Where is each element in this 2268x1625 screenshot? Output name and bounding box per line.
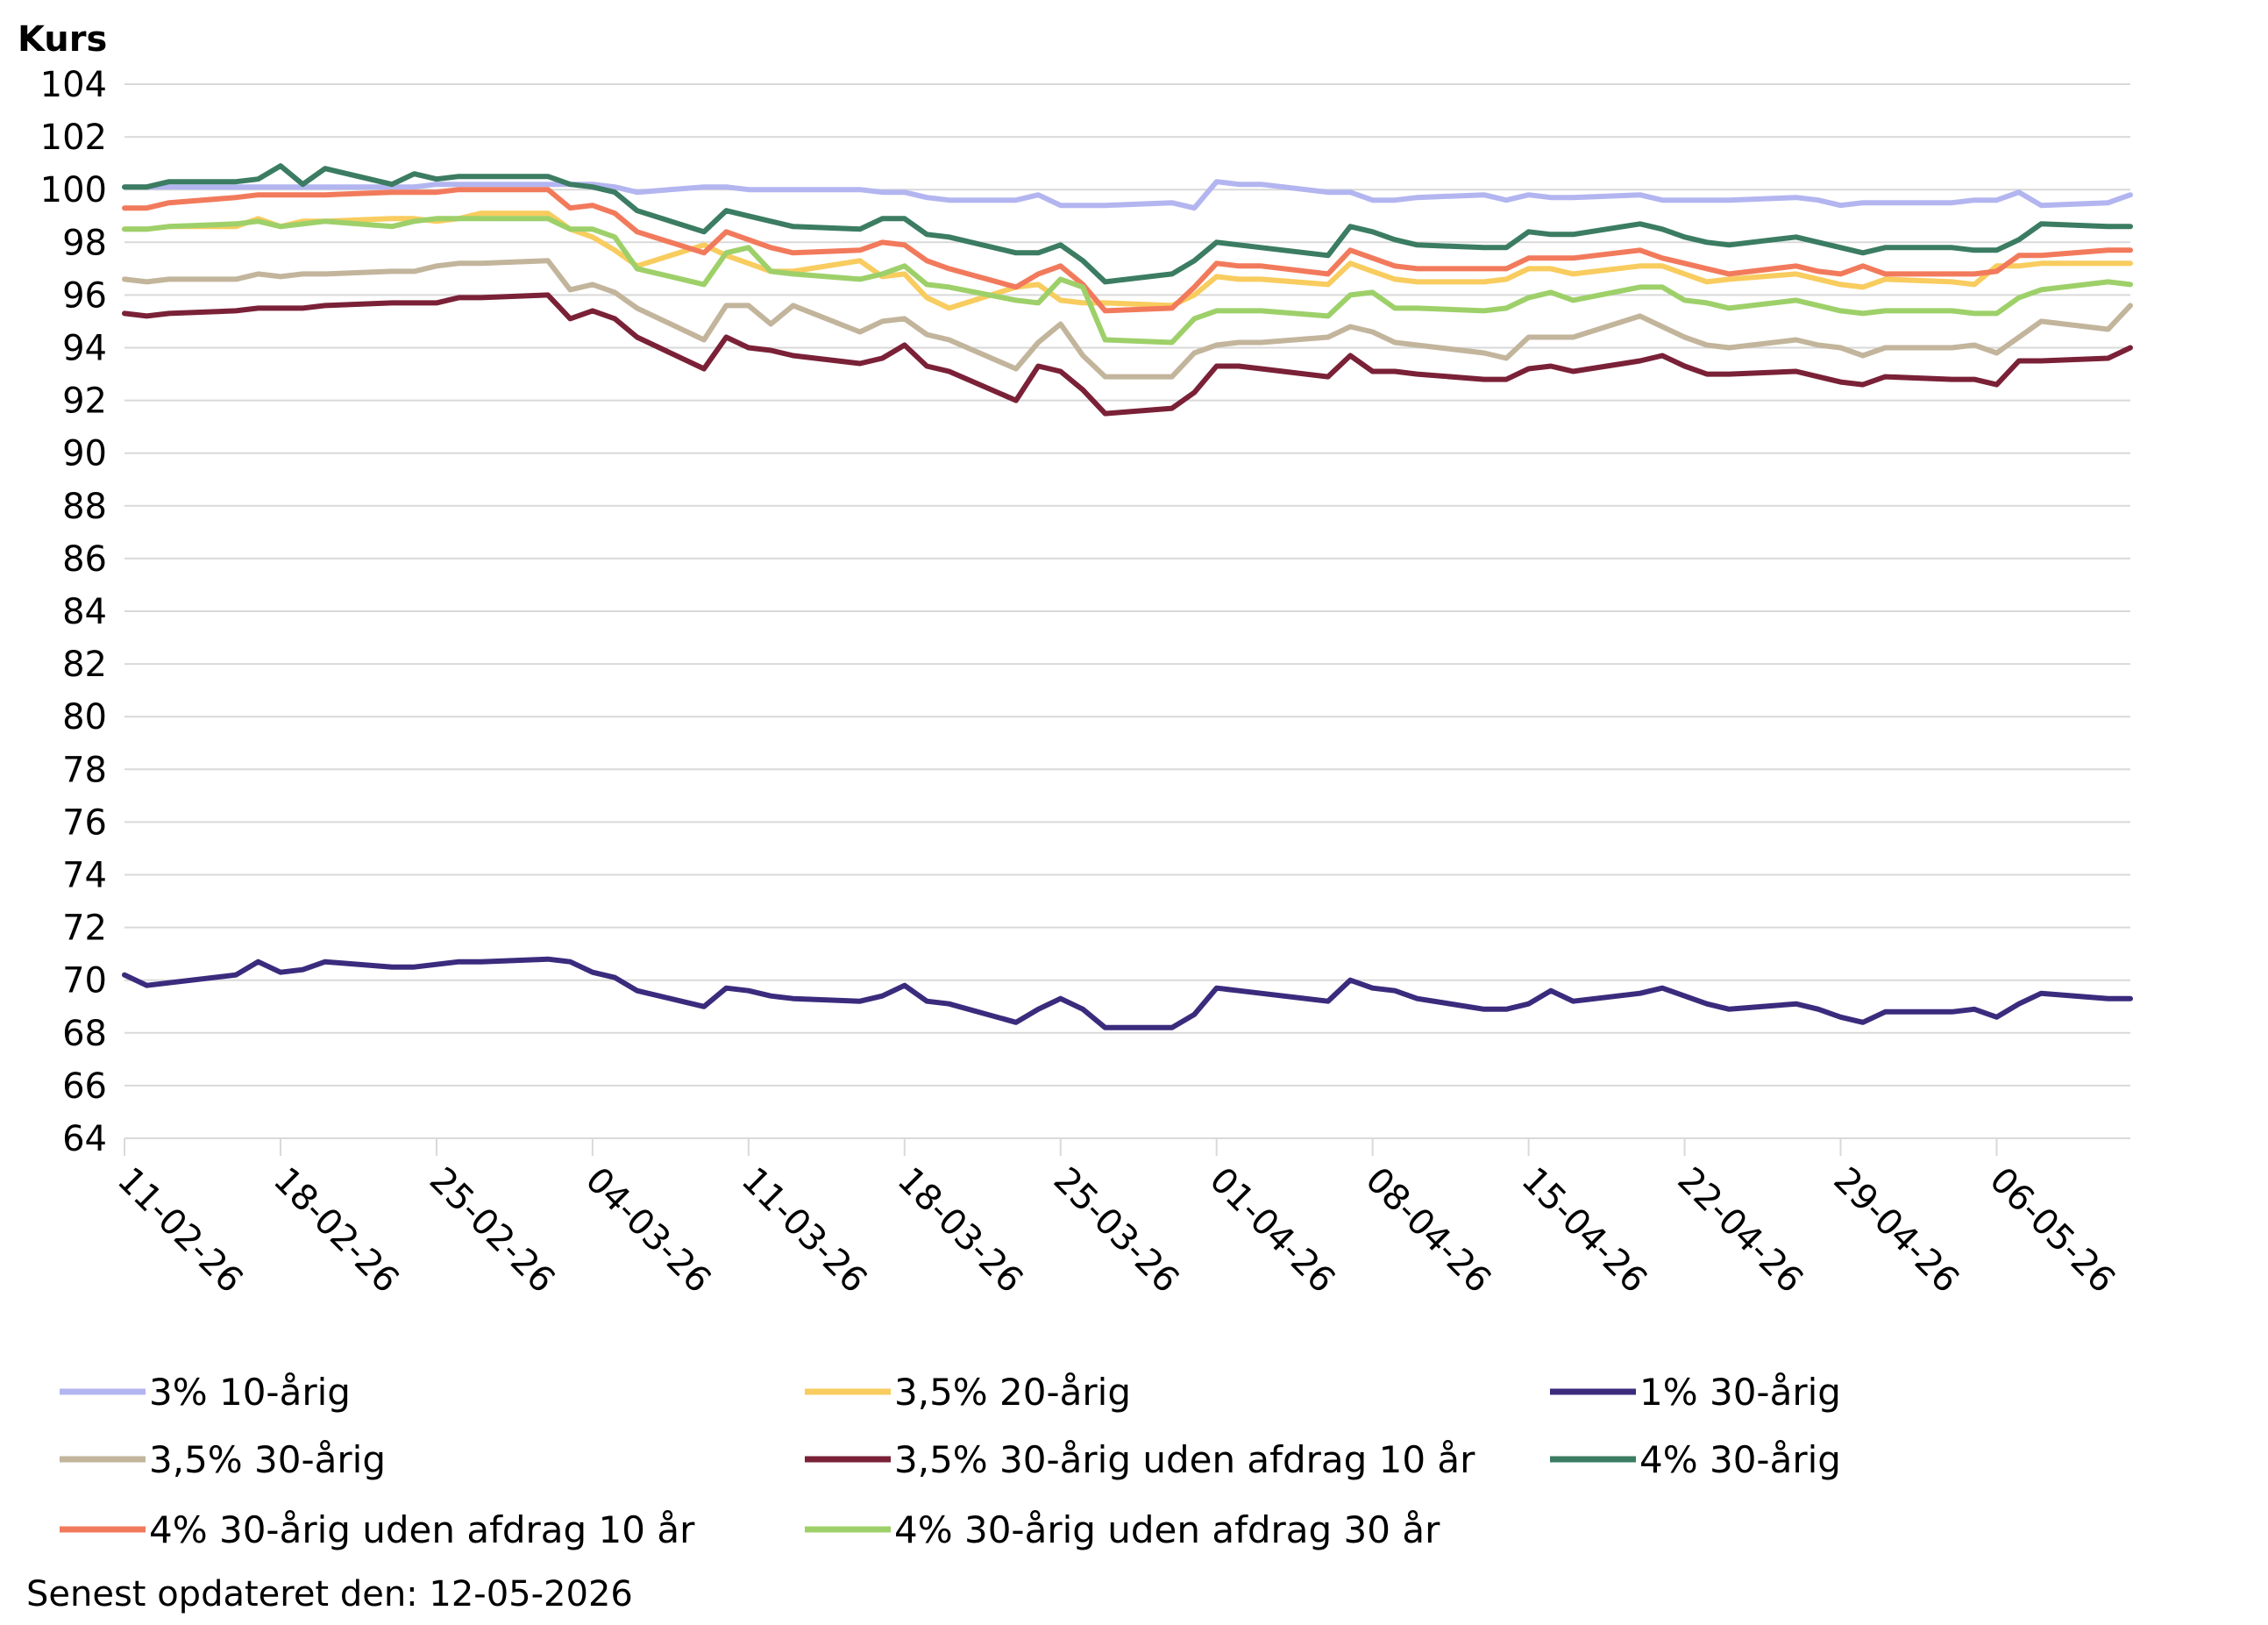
y-tick-label: 64: [62, 1119, 107, 1159]
y-axis-ticks: 64 66 68 70 72 74 76 78 80 82 84 86 88 90 92 94 96 98 100 1…: [40, 65, 107, 1159]
legend-label-5: 4% 30-årig: [1639, 1438, 1841, 1481]
y-tick-label: 78: [62, 750, 107, 790]
y-axis-label: Kurs: [18, 19, 107, 60]
x-tick-label: 11-03-26: [734, 1160, 875, 1301]
y-tick-label: 96: [62, 275, 107, 316]
legend-label-0: 3% 10-årig: [149, 1371, 351, 1414]
y-tick-label: 70: [62, 961, 107, 1001]
y-tick-label: 104: [40, 65, 107, 105]
y-tick-label: 90: [62, 434, 107, 474]
series-line-2: [122, 956, 2133, 1030]
x-tick-label: 18-03-26: [890, 1160, 1031, 1301]
legend-label-4: 3,5% 30-årig uden afdrag 10 år: [894, 1438, 1475, 1481]
gridlines: [124, 83, 2130, 1087]
y-tick-label: 92: [62, 381, 107, 422]
x-axis-ticks: 11-02-26 18-02-26 25-02-26 04-03-26 11-03-26…: [110, 1138, 2122, 1301]
series-line-0: [122, 179, 2133, 211]
x-tick-label: 01-04-26: [1202, 1160, 1343, 1301]
series-line-5: [122, 163, 2133, 285]
legend-label-6: 4% 30-årig uden afdrag 10 år: [149, 1508, 695, 1551]
updated-timestamp: Senest opdateret den: 12-05-2026: [26, 1574, 633, 1614]
series-line-6: [122, 187, 2133, 314]
y-tick-label: 98: [62, 223, 107, 263]
y-tick-label: 80: [62, 697, 107, 738]
x-tick-label: 04-03-26: [578, 1160, 719, 1301]
x-tick-label: 22-04-26: [1669, 1160, 1810, 1301]
y-tick-label: 88: [62, 487, 107, 527]
y-tick-label: 82: [62, 645, 107, 685]
legend-label-2: 1% 30-årig: [1639, 1371, 1841, 1414]
y-tick-label: 74: [62, 856, 107, 896]
series-line-1: [122, 210, 2133, 311]
x-tick-label: 25-02-26: [422, 1160, 563, 1301]
x-tick-label: 08-04-26: [1358, 1160, 1499, 1301]
y-tick-label: 102: [40, 118, 107, 158]
x-tick-label: 25-03-26: [1046, 1160, 1187, 1301]
y-tick-label: 100: [40, 170, 107, 210]
y-tick-label: 68: [62, 1014, 107, 1054]
x-tick-label: 29-04-26: [1825, 1160, 1966, 1301]
x-tick-label: 11-02-26: [110, 1160, 251, 1301]
series-line-3: [122, 258, 2133, 380]
legend-label-1: 3,5% 20-årig: [894, 1371, 1131, 1414]
series-line-4: [122, 292, 2133, 417]
y-tick-label: 76: [62, 802, 107, 843]
x-tick-label: 18-02-26: [266, 1160, 407, 1301]
legend-label-3: 3,5% 30-årig: [149, 1438, 386, 1481]
y-tick-label: 94: [62, 329, 107, 369]
x-tick-label: 06-05-26: [1981, 1160, 2122, 1301]
y-tick-label: 84: [62, 592, 107, 632]
legend-label-7: 4% 30-årig uden afdrag 30 år: [894, 1508, 1440, 1551]
series-line-7: [122, 216, 2133, 346]
series-lines: [122, 163, 2133, 1030]
y-tick-label: 72: [62, 909, 107, 949]
x-tick-label: 15-04-26: [1514, 1160, 1655, 1301]
y-tick-label: 66: [62, 1066, 107, 1107]
y-tick-label: 86: [62, 539, 107, 580]
legend: 3% 10-årig 3,5% 20-årig 1% 30-årig 3,5% 30-…: [60, 1371, 1841, 1551]
